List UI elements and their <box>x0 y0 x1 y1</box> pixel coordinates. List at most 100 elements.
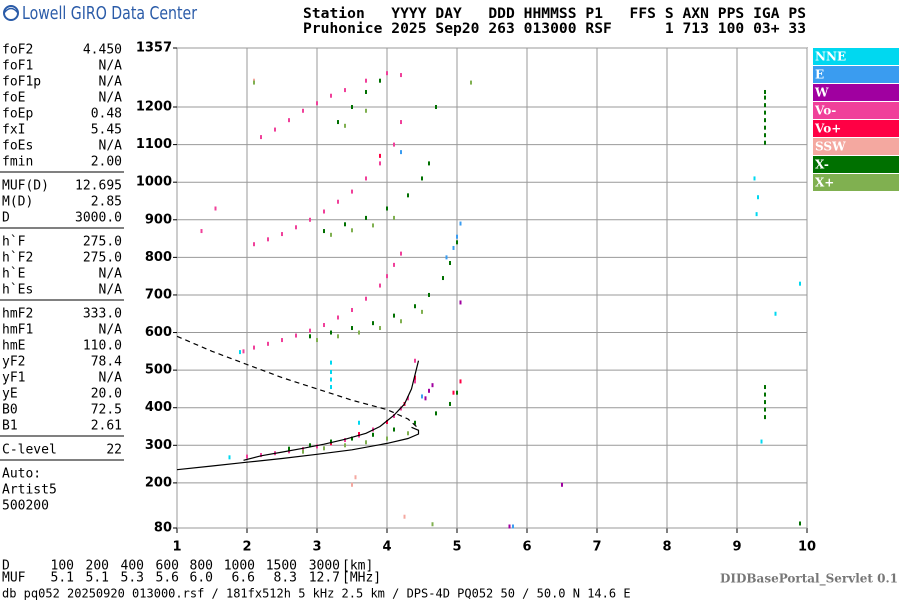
echo-dot <box>358 330 360 335</box>
legend-swatch <box>813 174 899 191</box>
muf-cell: 5.3 <box>121 571 144 586</box>
echo-dot <box>200 229 203 234</box>
echo-dot <box>774 311 777 316</box>
param-name: fmin <box>2 155 33 170</box>
param-value: 275.0 <box>83 251 122 266</box>
echo-dot <box>435 411 437 416</box>
muf-cell: 1500 <box>266 559 297 574</box>
operator-line: Auto: <box>2 467 41 482</box>
echo-dot <box>459 379 462 384</box>
echo-dot <box>764 133 766 138</box>
y-tick-label: 700 <box>145 287 172 302</box>
echo-dot <box>764 400 766 405</box>
echo-dot <box>330 330 332 335</box>
echo-dot <box>421 394 423 399</box>
echo-dot <box>456 390 458 395</box>
echo-dot <box>753 176 756 181</box>
plot-frame <box>176 47 808 529</box>
echo-dot <box>351 436 353 441</box>
legend-label: X- <box>815 158 829 172</box>
muf-cell: 400 <box>121 559 144 574</box>
echo-dot <box>764 407 766 412</box>
echo-dot <box>379 78 381 83</box>
echo-dot <box>452 245 455 250</box>
legend-swatch <box>813 102 899 119</box>
logo-icon <box>3 5 19 21</box>
echo-dot <box>428 161 430 166</box>
muf-cell: 200 <box>86 559 109 574</box>
echo-dot <box>421 176 423 181</box>
muf-cell: 1000 <box>224 559 255 574</box>
echo-dot <box>452 390 455 395</box>
header-values: Pruhonice 2025 Sep20 263 013000 RSF 1 71… <box>303 20 806 37</box>
param-name: foF1 <box>2 59 33 74</box>
echo-dot <box>365 108 367 113</box>
x-tick-label: 2 <box>242 540 251 555</box>
echo-dot <box>281 232 283 237</box>
echo-dot <box>431 522 434 527</box>
param-name: h`F <box>2 235 26 250</box>
y-tick-label: 80 <box>154 521 172 536</box>
param-value: 20.0 <box>91 387 122 402</box>
y-tick-label: 800 <box>145 250 172 265</box>
echo-dot <box>288 446 290 451</box>
muf-cell: [MHz] <box>342 571 381 586</box>
x-tick-label: 7 <box>592 540 601 555</box>
legend-swatch <box>813 48 899 65</box>
echo-dot <box>365 176 367 181</box>
muf-cell: 5.1 <box>51 571 74 586</box>
logo-text: Lowell GIRO Data Center <box>22 3 197 24</box>
echo-dot <box>799 281 801 286</box>
param-value: N/A <box>99 75 123 90</box>
echo-dot <box>323 446 325 451</box>
echo-dot <box>755 212 758 217</box>
legend-label: Vo- <box>814 104 836 118</box>
param-value: 12.695 <box>75 179 122 194</box>
echo-dot <box>344 443 346 448</box>
echo-dot <box>407 193 409 198</box>
echo-dot <box>323 229 325 234</box>
echo-dot <box>414 375 416 380</box>
echo-dot <box>428 388 430 393</box>
echo-dot <box>344 123 346 128</box>
echo-dot <box>214 206 217 211</box>
echo-dot <box>323 209 325 214</box>
echo-dot <box>365 296 367 301</box>
echo-dot <box>386 206 388 211</box>
echo-dot <box>400 73 402 78</box>
echo-dot <box>260 135 262 140</box>
echo-dot <box>358 432 360 437</box>
echo-dot <box>393 262 395 267</box>
echo-dot <box>365 215 367 220</box>
param-value: 2.85 <box>91 195 122 210</box>
echo-dot <box>372 321 374 326</box>
echo-dot <box>379 283 381 288</box>
echo-dot <box>414 420 416 425</box>
echo-dot <box>267 237 269 242</box>
echo-dot <box>351 228 353 233</box>
echo-dot <box>512 524 514 529</box>
echo-dot <box>351 189 353 194</box>
profile-line <box>176 426 420 471</box>
legend-label: SSW <box>815 140 846 154</box>
echo-dot <box>764 415 766 420</box>
param-value: 110.0 <box>83 339 122 354</box>
echo-dot <box>302 449 304 454</box>
legend-swatch <box>813 84 899 101</box>
profile-line <box>176 335 419 429</box>
muf-cell: 5.6 <box>156 571 179 586</box>
echo-dot <box>764 385 766 390</box>
echo-dot <box>330 232 332 237</box>
echo-dot <box>386 71 388 76</box>
muf-cell: 800 <box>190 559 213 574</box>
echo-dot <box>365 78 367 83</box>
param-value: 22 <box>106 443 122 458</box>
legend-swatch <box>813 120 899 137</box>
echo-dot <box>344 222 346 227</box>
header-labels: Station YYYY DAY DDD HHMMSS P1 FFS S AXN… <box>303 5 806 22</box>
muf-cell: 100 <box>51 559 74 574</box>
echo-dot <box>351 105 353 110</box>
echo-dot <box>344 438 346 443</box>
muf-cell: 5.1 <box>86 571 109 586</box>
echo-dot <box>274 127 276 132</box>
